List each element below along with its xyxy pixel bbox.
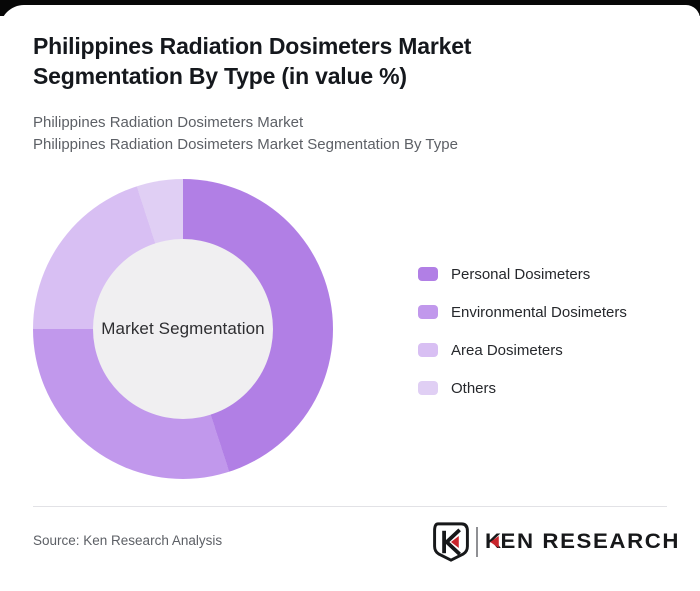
- donut-center-label: Market Segmentation: [101, 319, 265, 338]
- footer-divider: [33, 506, 667, 507]
- chart-card: Philippines Radiation Dosimeters Market …: [0, 5, 700, 591]
- legend-swatch-environmental: [418, 305, 438, 319]
- legend-label: Environmental Dosimeters: [451, 303, 627, 321]
- legend-label: Personal Dosimeters: [451, 265, 591, 283]
- legend-label: Area Dosimeters: [451, 341, 563, 359]
- ken-research-logo: K EN RESEARCH: [432, 522, 678, 562]
- legend-item-environmental-dosimeters: Environmental Dosimeters: [418, 300, 627, 324]
- source-text: Source: Ken Research Analysis: [33, 533, 223, 548]
- chart-subtitle: Philippines Radiation Dosimeters Market …: [33, 112, 458, 155]
- logo-separator: [475, 527, 478, 557]
- chart-subtitle-line2: Philippines Radiation Dosimeters Market …: [33, 135, 458, 153]
- legend-swatch-area: [418, 343, 438, 357]
- legend-item-others: Others: [418, 376, 627, 400]
- chart-subtitle-line1: Philippines Radiation Dosimeters Market: [33, 114, 304, 131]
- donut-center: Market Segmentation: [93, 239, 273, 419]
- legend-swatch-others: [418, 381, 438, 395]
- legend-label: Others: [451, 379, 497, 397]
- ken-shield-k-icon: [433, 522, 469, 562]
- chart-title: Philippines Radiation Dosimeters Market …: [33, 33, 472, 89]
- logo-text-rest: EN RESEARCH: [500, 530, 681, 553]
- donut-chart: Market Segmentation: [33, 179, 333, 479]
- legend-item-area-dosimeters: Area Dosimeters: [418, 338, 627, 362]
- legend-item-personal-dosimeters: Personal Dosimeters: [418, 262, 627, 286]
- chart-legend: Personal Dosimeters Environmental Dosime…: [418, 262, 627, 414]
- legend-swatch-personal: [418, 267, 438, 281]
- logo-text: K EN RESEARCH: [485, 530, 680, 554]
- red-triangle-icon: [489, 536, 499, 548]
